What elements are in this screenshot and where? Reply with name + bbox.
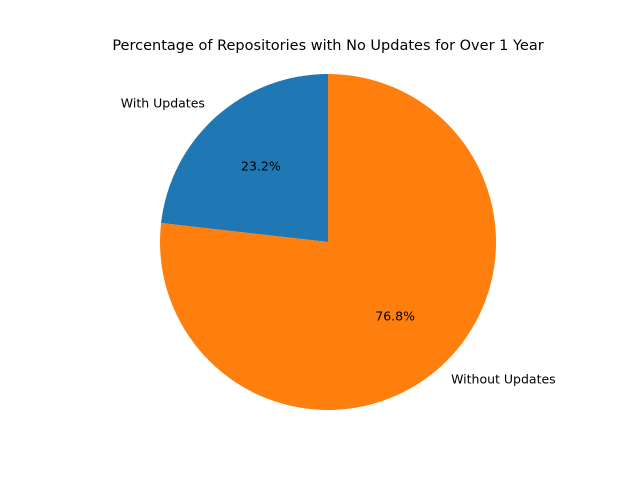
pie-slices [160,74,497,410]
slice-percent-label: 23.2% [241,158,281,173]
chart-title: Percentage of Repositories with No Updat… [112,38,543,54]
pie-slice-with-updates [161,74,328,242]
pie-labels: With Updates 23.2% Without Updates 76.8% [121,96,556,387]
pie-slice-without-updates [160,74,497,410]
slice-label: With Updates [121,96,205,111]
slice-percent-label: 76.8% [375,309,415,324]
slice-label: Without Updates [451,371,556,386]
